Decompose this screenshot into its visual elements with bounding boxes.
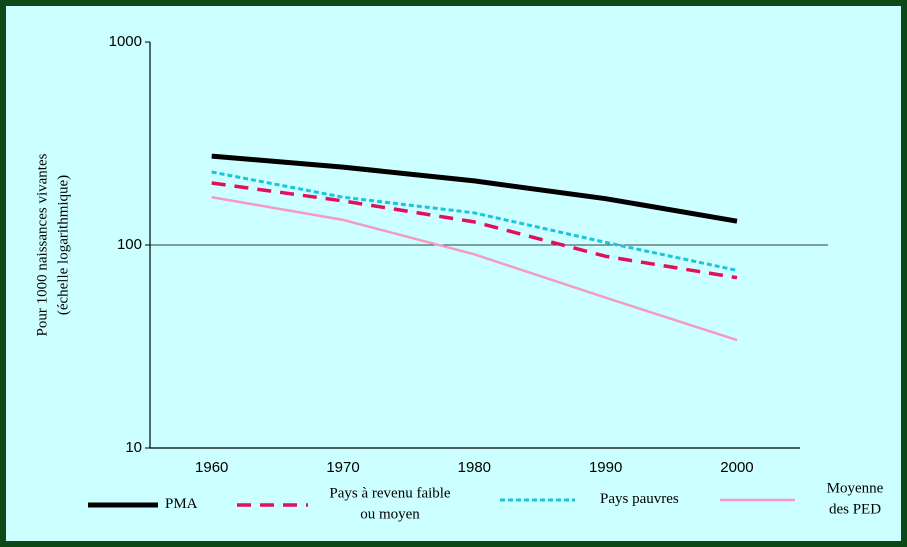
x-tick-label: 1980 <box>458 459 491 476</box>
legend-label: Pays à revenu faible ou moyen <box>329 486 451 523</box>
y-axis-label: Pour 1000 naissances vivantes (échelle lo… <box>35 153 72 336</box>
x-tick-label: 1990 <box>589 459 622 476</box>
y-tick-label: 1000 <box>109 33 142 50</box>
y-tick-label: 100 <box>117 236 142 253</box>
series-line <box>211 181 738 280</box>
x-tick-label: 2000 <box>720 459 753 476</box>
legend-label: PMA <box>165 496 198 512</box>
x-tick-label: 1960 <box>195 459 228 476</box>
series-line <box>211 153 738 224</box>
x-tick-label: 1970 <box>326 459 359 476</box>
legend-label: Pays pauvres <box>600 491 679 507</box>
series-line <box>211 195 738 342</box>
y-tick-label: 10 <box>125 439 142 456</box>
series-line <box>211 170 738 272</box>
legend-label: Moyenne des PED <box>827 481 884 518</box>
